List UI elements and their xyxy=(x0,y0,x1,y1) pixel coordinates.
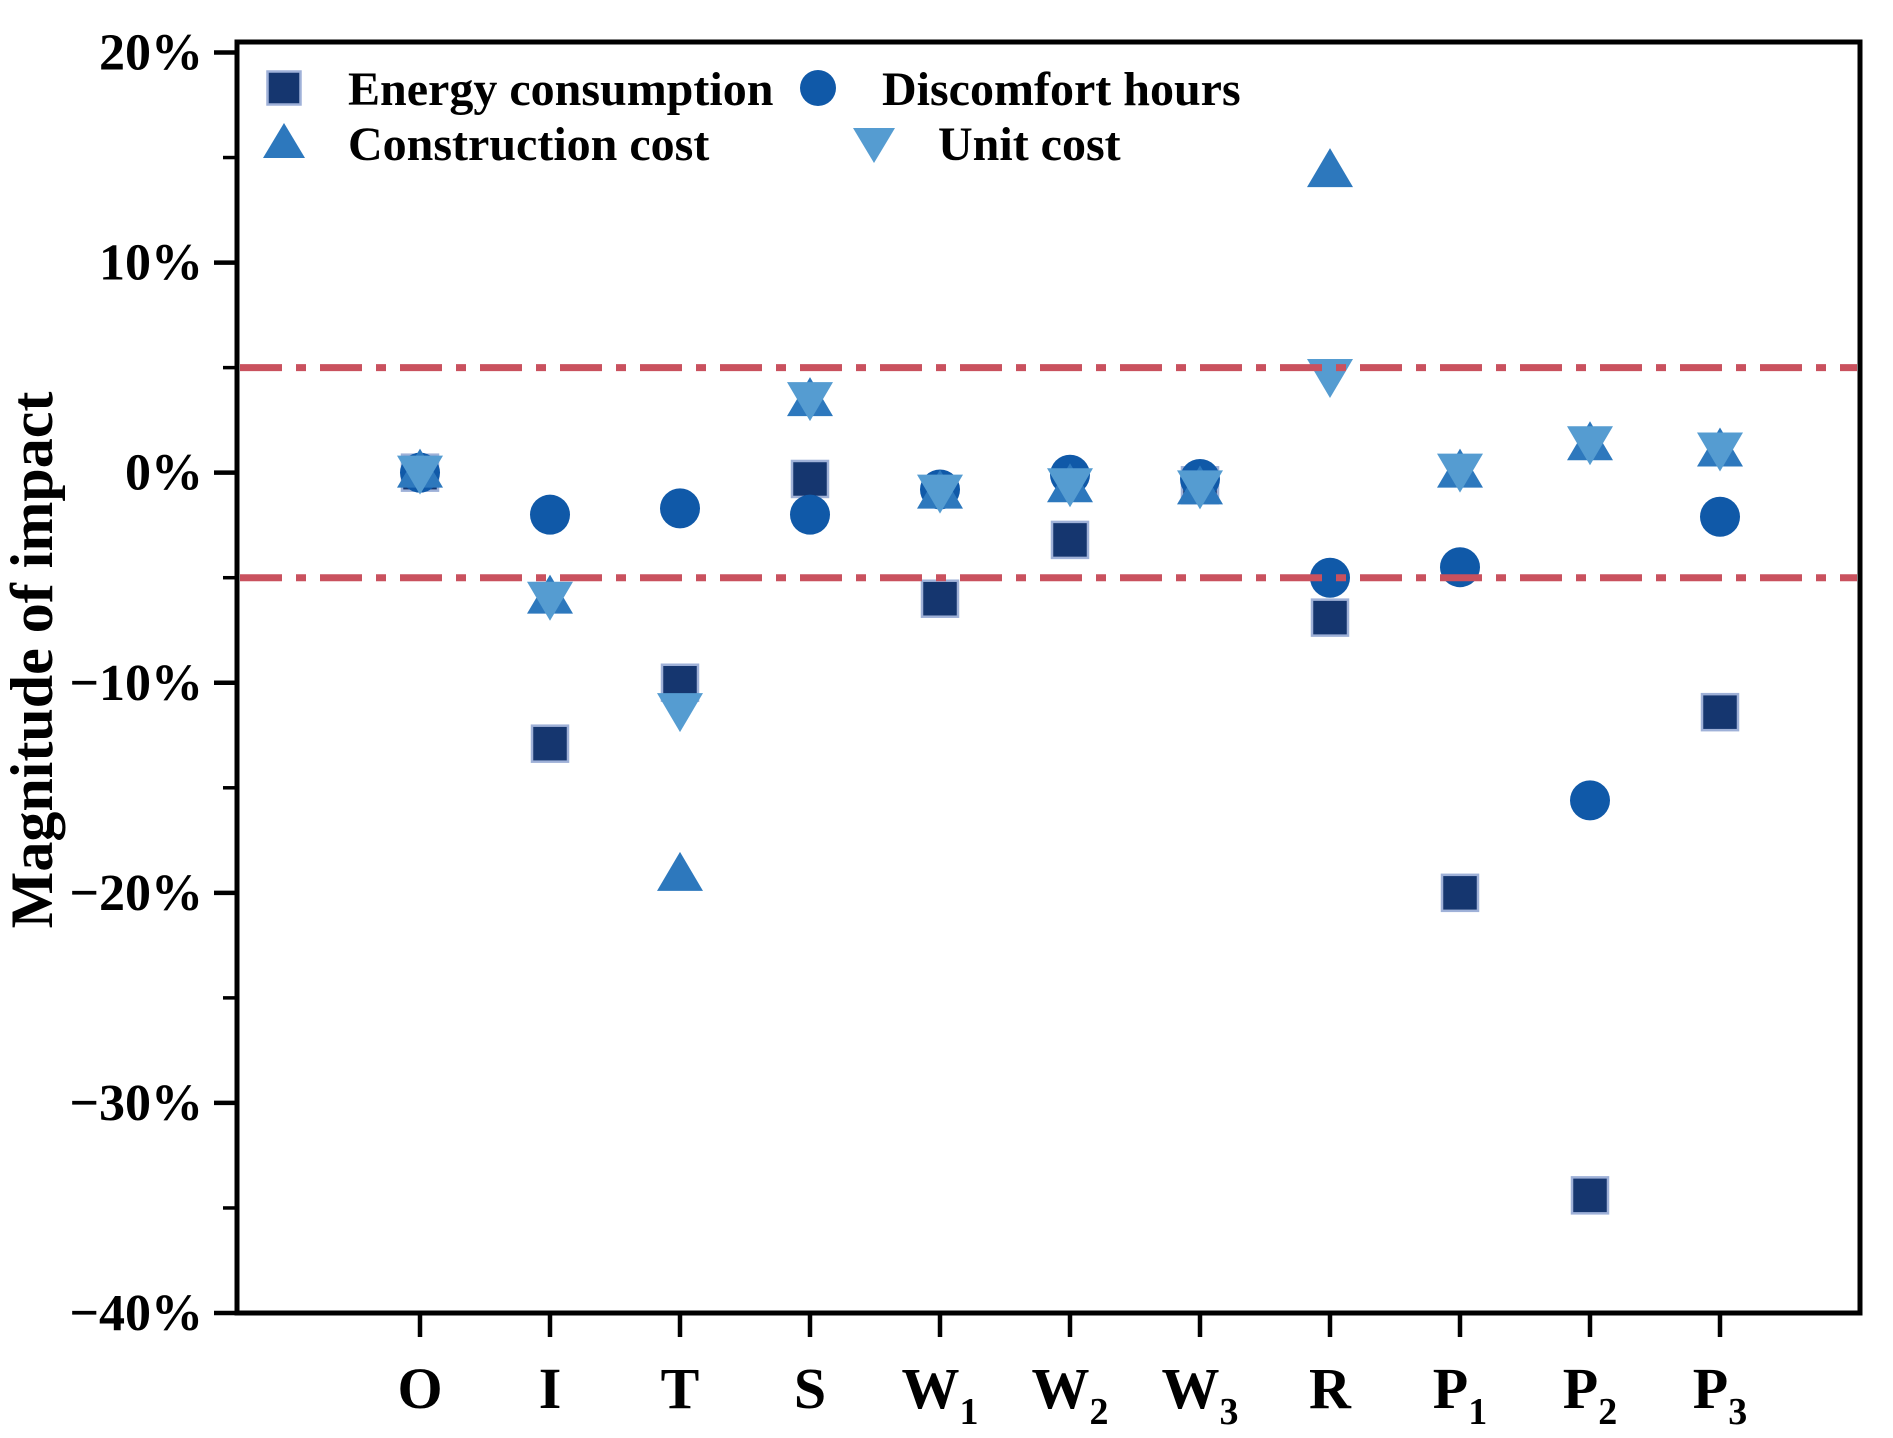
y-tick-label: −20% xyxy=(69,865,203,922)
marker-triangle-down-P1 xyxy=(1437,453,1483,493)
x-category-label: W1 xyxy=(902,1356,979,1433)
y-tick-label: 20% xyxy=(99,25,203,82)
legend-label: Construction cost xyxy=(348,118,709,171)
marker-square-W2 xyxy=(1050,520,1090,560)
legend-label: Unit cost xyxy=(938,118,1121,171)
marker-circle-P2 xyxy=(1570,780,1610,821)
marker-triangle-down-O xyxy=(397,455,443,495)
marker-triangle-down-I xyxy=(527,581,573,621)
marker-triangle-down-W1 xyxy=(917,474,963,514)
x-category-label: W3 xyxy=(1162,1356,1239,1433)
legend-glyph-circle xyxy=(800,70,836,106)
x-category-label: P3 xyxy=(1693,1356,1747,1433)
legend-label: Discomfort hours xyxy=(882,63,1241,116)
marker-square-I xyxy=(530,724,570,763)
y-axis-title: Magnitude of impact xyxy=(0,392,65,929)
x-category-label: P2 xyxy=(1563,1356,1617,1433)
x-category-label: O xyxy=(397,1356,442,1421)
x-category-label: P1 xyxy=(1433,1356,1487,1433)
marker-circle-T xyxy=(660,488,700,529)
marker-square-S xyxy=(790,459,830,499)
marker-triangle-up-R xyxy=(1307,148,1353,188)
x-category-label: R xyxy=(1309,1356,1352,1421)
y-tick-label: −40% xyxy=(69,1285,203,1342)
x-category-label: W2 xyxy=(1032,1356,1109,1433)
marker-square-R xyxy=(1310,598,1350,637)
marker-triangle-up-T xyxy=(657,851,703,891)
marker-triangle-down-P2 xyxy=(1567,426,1613,466)
legend-glyph-square xyxy=(266,70,302,106)
plot-frame xyxy=(234,39,1863,1316)
y-tick-label: −10% xyxy=(69,655,203,712)
marker-square-P1 xyxy=(1440,873,1480,913)
y-tick-label: 10% xyxy=(99,235,203,292)
marker-triangle-down-P3 xyxy=(1697,432,1743,472)
marker-circle-I xyxy=(530,494,570,535)
y-tick-label: −30% xyxy=(69,1075,203,1132)
marker-triangle-down-W2 xyxy=(1047,468,1093,508)
legend-label: Energy consumption xyxy=(348,63,773,116)
marker-circle-R xyxy=(1310,557,1350,598)
marker-circle-P3 xyxy=(1700,496,1740,537)
legend-glyph-triangle-down xyxy=(853,128,895,163)
marker-square-P2 xyxy=(1570,1176,1610,1215)
marker-triangle-down-T xyxy=(657,693,703,733)
marker-triangle-down-W3 xyxy=(1177,470,1223,510)
marker-triangle-down-S xyxy=(787,382,833,422)
marker-square-P3 xyxy=(1700,692,1740,732)
marker-circle-S xyxy=(790,494,830,535)
x-category-label: I xyxy=(539,1356,562,1421)
legend-glyph-triangle-up xyxy=(263,123,305,158)
x-category-label: T xyxy=(661,1356,700,1421)
y-tick-label: 0% xyxy=(125,445,203,502)
x-category-label: S xyxy=(794,1356,826,1421)
marker-square-W1 xyxy=(920,579,960,618)
